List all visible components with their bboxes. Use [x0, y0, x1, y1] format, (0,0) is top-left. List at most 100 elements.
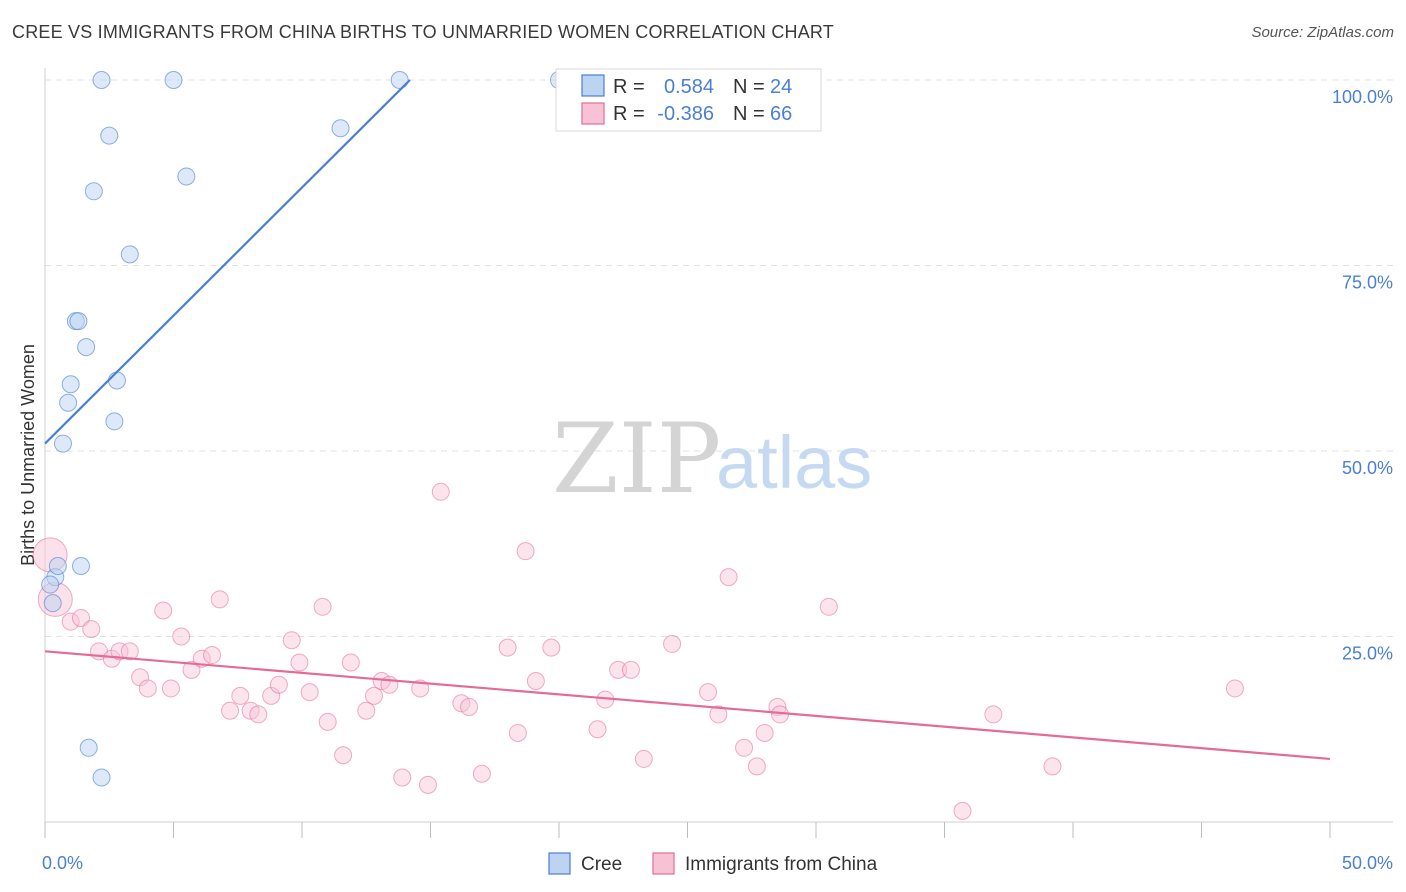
- x-tick-label-max: 50.0%: [1342, 853, 1393, 873]
- china-point: [634, 749, 653, 768]
- cree-point: [77, 338, 96, 357]
- cree-point: [107, 371, 126, 390]
- cree-point: [61, 375, 80, 394]
- china-point: [341, 653, 360, 672]
- china-point: [498, 638, 517, 657]
- cree-points: [41, 71, 568, 787]
- china-point: [203, 646, 222, 665]
- grid: [45, 79, 1393, 637]
- china-point: [110, 642, 129, 661]
- cree-point: [390, 71, 409, 89]
- china-point: [508, 723, 527, 742]
- china-points: [32, 482, 1244, 820]
- china-point: [984, 705, 1003, 724]
- bottom-legend-china-label: Immigrants from China: [685, 854, 878, 875]
- china-point: [621, 660, 640, 679]
- china-point: [154, 601, 173, 620]
- china-point: [357, 701, 376, 720]
- china-point: [249, 705, 268, 724]
- x-tick-labels: 0.0% 50.0%: [42, 853, 1393, 873]
- china-point: [755, 723, 774, 742]
- china-point: [418, 775, 437, 794]
- cree-point: [331, 119, 350, 138]
- chart-title: CREE VS IMMIGRANTS FROM CHINA BIRTHS TO …: [12, 22, 834, 42]
- series-legend: Cree Immigrants from China: [548, 852, 878, 875]
- legend-cree-n-value: 24: [770, 76, 792, 98]
- china-point: [819, 597, 838, 616]
- cree-point: [100, 126, 119, 145]
- china-point: [269, 675, 288, 694]
- y-tick-label-75: 75.0%: [1342, 273, 1393, 293]
- china-point: [182, 660, 201, 679]
- axes: [44, 68, 1393, 838]
- china-point: [313, 597, 332, 616]
- y-tick-label-50: 50.0%: [1342, 458, 1393, 478]
- cree-point: [41, 575, 60, 594]
- bottom-legend-china-swatch: [652, 852, 675, 875]
- cree-point: [120, 245, 139, 264]
- china-point: [588, 720, 607, 739]
- legend-cree-r-label: R =: [613, 76, 645, 98]
- cree-point: [43, 594, 62, 613]
- china-point: [364, 686, 383, 705]
- china-point: [300, 683, 319, 702]
- china-point: [231, 686, 250, 705]
- china-point: [472, 764, 491, 783]
- china-point: [221, 701, 240, 720]
- legend-china-n-value: 66: [770, 103, 792, 125]
- china-point: [747, 757, 766, 776]
- bottom-legend-cree-label: Cree: [581, 854, 622, 875]
- china-point: [138, 679, 157, 698]
- cree-point: [48, 557, 67, 576]
- china-point: [82, 620, 101, 639]
- china-point: [516, 542, 535, 561]
- china-point: [61, 612, 80, 631]
- y-tick-label-100: 100.0%: [1332, 87, 1393, 107]
- cree-point: [79, 738, 98, 757]
- china-point: [71, 608, 90, 627]
- cree-point: [105, 412, 124, 431]
- legend-china-n-label: N =: [733, 103, 765, 125]
- legend-china-swatch: [581, 102, 605, 125]
- china-point: [526, 672, 545, 691]
- legend-cree-r-value: 0.584: [664, 76, 714, 98]
- china-point: [709, 705, 728, 724]
- y-tick-labels: 25.0% 50.0% 75.0% 100.0%: [1332, 87, 1393, 664]
- cree-trend-line: [44, 79, 411, 445]
- china-point: [663, 634, 682, 653]
- china-point: [282, 631, 301, 650]
- legend-china-r-label: R =: [613, 103, 645, 125]
- trend-lines: [44, 79, 1331, 761]
- source-credit: Source: ZipAtlas.com: [1251, 24, 1394, 41]
- china-point: [431, 482, 450, 501]
- china-point: [318, 712, 337, 731]
- y-tick-label-25: 25.0%: [1342, 644, 1393, 664]
- correlation-legend: R = 0.584 N = 24 R = -0.386 N = 66: [555, 68, 822, 132]
- cree-point: [69, 312, 88, 331]
- china-point: [609, 660, 628, 679]
- china-trend-line: [44, 650, 1331, 761]
- china-point: [290, 653, 309, 672]
- cree-point: [92, 71, 111, 89]
- x-tick-label-min: 0.0%: [42, 853, 83, 873]
- watermark: ZIP atlas: [552, 403, 872, 515]
- cree-point: [53, 434, 72, 453]
- china-point: [735, 738, 754, 757]
- legend-cree-n-label: N =: [733, 76, 765, 98]
- china-point: [1043, 757, 1062, 776]
- china-point: [542, 638, 561, 657]
- cree-point: [84, 182, 103, 201]
- cree-point: [71, 557, 90, 576]
- bottom-legend-cree-swatch: [548, 852, 571, 875]
- china-point: [460, 697, 479, 716]
- china-point: [172, 627, 191, 646]
- china-point: [699, 683, 718, 702]
- legend-cree-swatch: [581, 74, 605, 97]
- legend-china-r-value: -0.386: [657, 103, 714, 125]
- china-point: [161, 679, 180, 698]
- cree-point: [164, 71, 183, 89]
- china-point: [102, 649, 121, 668]
- china-point: [334, 746, 353, 765]
- watermark-zip: ZIP: [552, 403, 721, 515]
